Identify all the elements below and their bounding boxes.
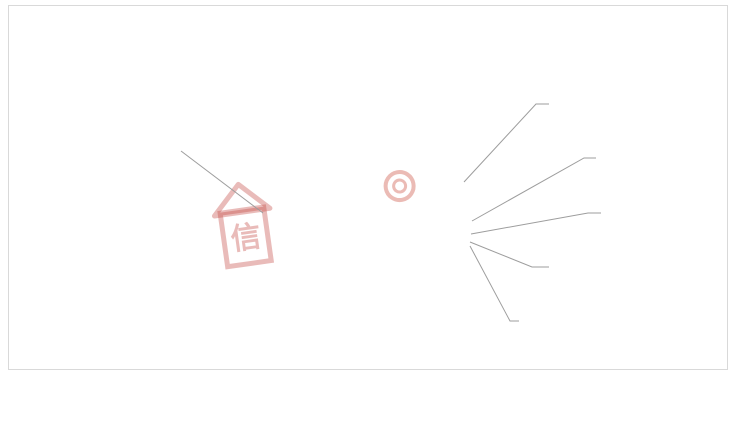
leader-line-4 <box>469 241 549 268</box>
leader-line-0 <box>180 150 264 214</box>
leader-line-1 <box>463 103 549 183</box>
chart-frame <box>8 5 728 370</box>
credit-realestate-seal-icon: 信 <box>211 181 275 270</box>
leader-line-5 <box>469 245 519 322</box>
leader-line-2 <box>471 157 596 222</box>
svg-text:信: 信 <box>229 220 263 257</box>
leader-line-3 <box>470 212 601 235</box>
fangchan-swirl-icon <box>383 170 416 203</box>
